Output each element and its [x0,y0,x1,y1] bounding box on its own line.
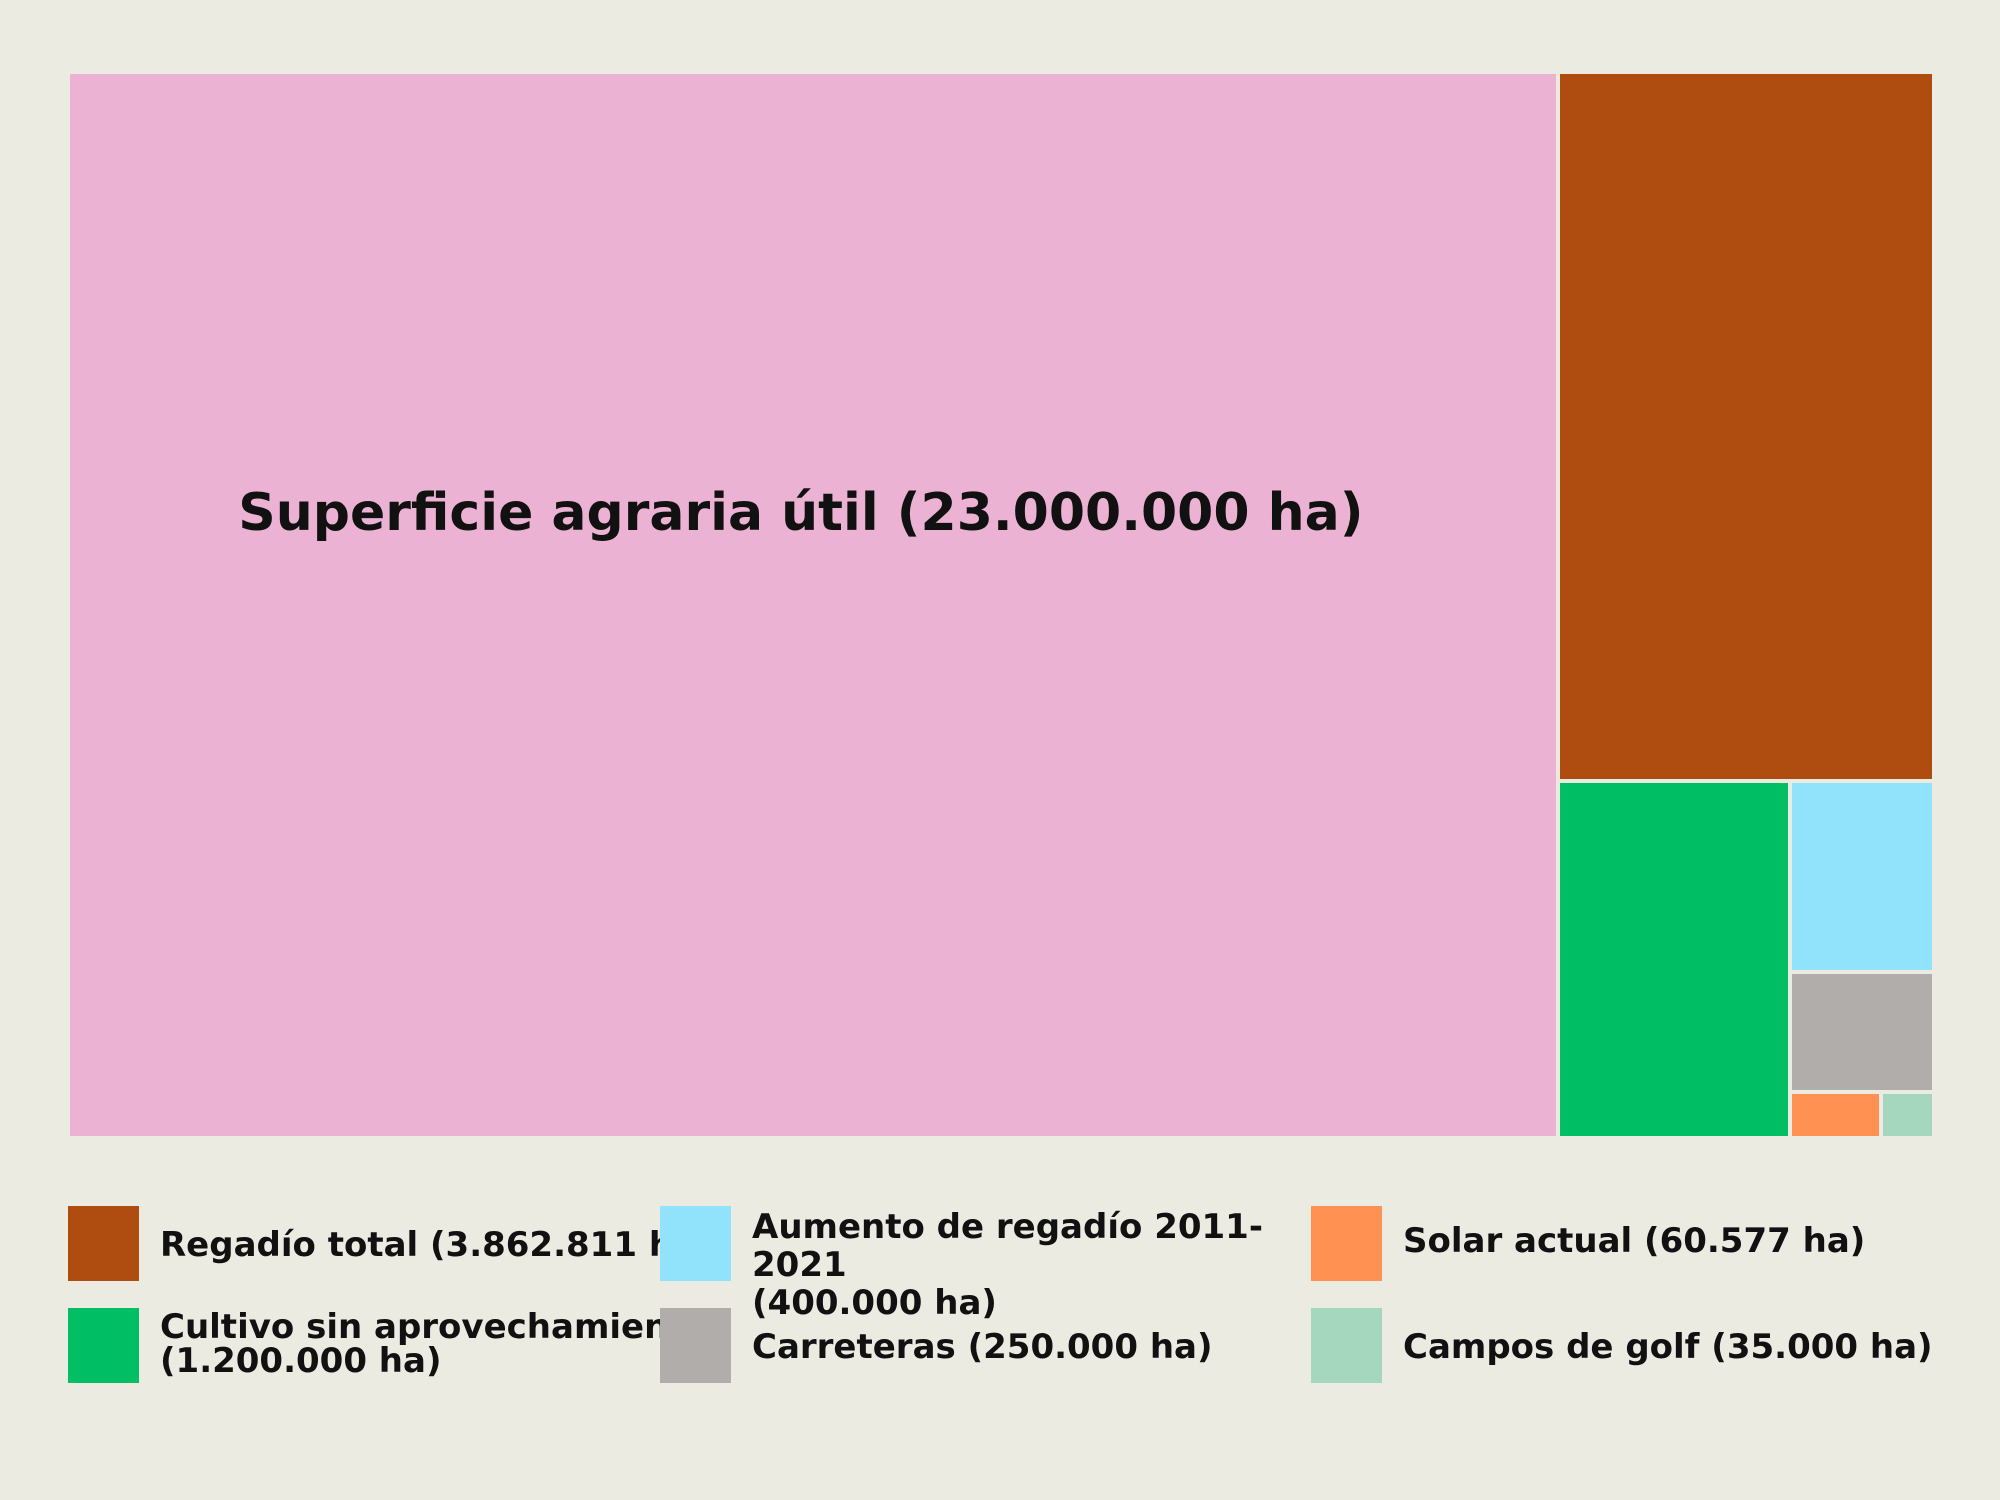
legend-swatch-regadio-total [68,1206,139,1281]
legend-label-cultivo: Cultivo sin aprovechamiento (1.200.000 h… [160,1307,708,1381]
legend-label-campos-golf: Campos de golf (35.000 ha) [1403,1327,1933,1367]
tile-solar-actual [1789,1092,1882,1138]
legend-label-solar-actual: Solar actual (60.577 ha) [1403,1221,1866,1261]
tile-label-superficie-agraria: Superficie agraria útil (23.000.000 ha) [238,483,1364,543]
tile-regadio-total [1557,72,1934,781]
legend-label-carreteras: Carreteras (250.000 ha) [752,1327,1213,1367]
legend-label-aumento-regadio: Aumento de regadío 2011-2021 (400.000 ha… [752,1207,1263,1323]
legend-swatch-aumento-regadio [660,1206,731,1281]
tile-aumento-regadio [1789,780,1934,973]
tile-superficie-agraria: Superficie agraria útil (23.000.000 ha) [68,72,1558,1138]
legend-swatch-campos-golf [1311,1308,1382,1383]
treemap: Superficie agraria útil (23.000.000 ha) [68,72,1934,1138]
tile-cultivo-sin-aprovechamiento [1557,780,1790,1138]
legend-swatch-solar-actual [1311,1206,1382,1281]
legend-swatch-cultivo [68,1308,139,1383]
tile-carreteras [1789,972,1934,1093]
legend-label-regadio-total: Regadío total (3.862.811 ha) [160,1225,712,1265]
tile-campos-golf [1881,1092,1934,1138]
legend-swatch-carreteras [660,1308,731,1383]
